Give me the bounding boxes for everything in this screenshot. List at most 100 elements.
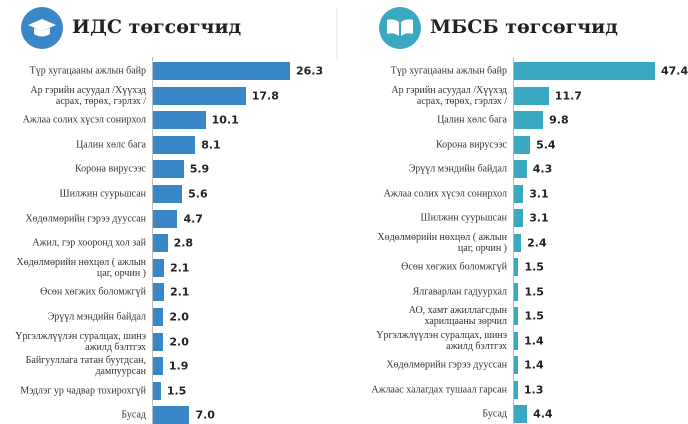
- y-tick-label: Ажил, гэр хооронд хол зай: [32, 237, 146, 249]
- value-label: 7.0: [195, 408, 215, 422]
- bar: [514, 86, 549, 105]
- y-tick-label: Өсөн хөгжих боломжгүй: [401, 261, 507, 273]
- value-label: 1.5: [524, 285, 544, 298]
- cap-icon: [34, 28, 50, 37]
- y-tick-label: Мэдлэг ур чадвар тохирохгүй: [20, 385, 146, 397]
- y-tick-label: Хөдөлмөрийн гэрээ дуусcан: [386, 359, 507, 371]
- y-tick-label: Цалин хөлс бага: [76, 139, 146, 151]
- bar: [153, 258, 164, 277]
- bar: [514, 233, 522, 252]
- bar: [153, 86, 246, 105]
- bar: [514, 258, 519, 276]
- y-tick-label: Ажлаа солих хүсэл сонирхол: [22, 114, 146, 126]
- value-label: 1.9: [168, 359, 189, 373]
- y-tick-label: Ажлаас халагдах тушаал гарсан: [371, 384, 507, 395]
- value-label: 8.1: [201, 138, 221, 152]
- bar: [514, 380, 518, 399]
- value-label: 2.1: [169, 285, 190, 299]
- axis: [152, 57, 153, 424]
- bar: [153, 111, 206, 130]
- value-label: 4.4: [533, 407, 553, 421]
- chart-title: МБСБ төгсөгчид: [430, 16, 618, 38]
- icons: [21, 7, 421, 60]
- value-label: 3.1: [529, 187, 549, 200]
- y-tick-label: Хөдөлмөрийн нөхцөл ( ажлын цаг, орчин ): [16, 256, 146, 279]
- y-tick-label: Түр хугацааны ажлын байр: [29, 65, 146, 77]
- value-label: 5.6: [188, 187, 208, 201]
- bar: [514, 135, 531, 154]
- value-label: 5.9: [189, 162, 210, 176]
- bar: [514, 356, 519, 374]
- bar: [153, 234, 168, 253]
- chart-title: ИДС төгсөгчид: [72, 16, 242, 38]
- y-tick-label: Ялгаварлан гадуурхал: [412, 286, 507, 297]
- y-tick-label: Түр хугацааны ажлын байр: [390, 65, 507, 77]
- bar: [514, 209, 524, 227]
- cap-icon: [28, 19, 56, 31]
- y-tick-label: Цалин хөлс бага: [437, 114, 507, 126]
- value-label: 11.7: [554, 89, 582, 102]
- axis: [513, 57, 514, 424]
- bar: [153, 62, 290, 80]
- bar: [153, 332, 164, 351]
- y-tick-label: Ар гэрийн асуудал /Хүүхэд асрах, төрөх, …: [30, 84, 146, 107]
- value-label: 2.0: [169, 335, 189, 349]
- y-tick-label: Бусад: [482, 408, 507, 420]
- y-tick-label: Эрүүл мэндийн байдал: [408, 163, 507, 175]
- y-tick-label: Хөдөлмөрийн гэрээ дуусcан: [25, 213, 146, 225]
- bar: [153, 185, 183, 203]
- bar: [153, 406, 190, 424]
- bar: [514, 405, 528, 423]
- value-label: 47.4: [661, 64, 688, 78]
- y-tick-label: АО, хамт ажиллагсдын харилцааны зөрчил: [408, 305, 507, 327]
- y-tick-label: Ажлаа солих хүсэл сонирхол: [383, 188, 507, 199]
- value-label: 5.4: [536, 138, 556, 151]
- y-tick-label: Хөдөлмөрийн нөхцөл ( ажлын цаг, орчин ): [377, 231, 507, 254]
- value-label: 2.4: [527, 236, 547, 249]
- y-tick-label: Үргэлжлүүлэн суралцах, шинэ ажилд бэлтгэ…: [376, 329, 507, 352]
- value-label: 10.1: [211, 113, 239, 127]
- bar: [514, 184, 524, 203]
- value-label: 2.8: [173, 236, 194, 250]
- value-label: 2.1: [169, 261, 190, 275]
- y-tick-label: Үргэлжлүүлэн суралцах, шинэ ажилд бэлтгэ…: [15, 330, 146, 353]
- bar: [514, 331, 519, 350]
- value-label: 17.8: [251, 89, 279, 103]
- y-tick-label: Байгууллага татан буугдсан, дампуурсан: [25, 355, 146, 378]
- value-label: 1.5: [524, 309, 544, 323]
- bar: [514, 160, 527, 178]
- y-tick-label: Шилжин суурьшсан: [420, 212, 507, 224]
- value-label: 3.1: [529, 211, 549, 225]
- y-tick-label: Ар гэрийн асуудал /Хүүхэд асрах, төрөх, …: [391, 84, 507, 107]
- value-label: 9.8: [549, 113, 569, 127]
- y-tick-label: Өсөн хөгжих боломжгүй: [40, 286, 146, 298]
- value-label: 1.3: [523, 383, 544, 396]
- bar: [514, 111, 544, 129]
- bar: [153, 209, 178, 228]
- bar: [514, 282, 519, 301]
- bar: [153, 160, 184, 179]
- bar: [153, 381, 161, 400]
- value-label: 2.0: [169, 310, 189, 324]
- y-tick-label: Шилжин суурьшсан: [59, 188, 146, 200]
- value-label: 1.4: [524, 334, 544, 347]
- value-label: 1.4: [524, 358, 544, 372]
- y-tick-label: Корона вирусээс: [75, 163, 146, 175]
- value-label: 1.5: [524, 260, 544, 274]
- bar: [514, 307, 519, 325]
- bar: [153, 357, 163, 376]
- y-tick-label: Эрүүл мэндийн байдал: [47, 311, 146, 323]
- y-tick-label: Бусад: [121, 409, 146, 421]
- value-label: 1.5: [166, 384, 187, 398]
- value-label: 26.3: [296, 64, 324, 78]
- book-icon: [387, 19, 413, 36]
- bar: [514, 62, 655, 80]
- value-label: 4.3: [532, 162, 553, 176]
- icon-bg: [379, 7, 421, 49]
- bar: [153, 308, 164, 326]
- bar: [153, 135, 196, 154]
- value-label: 4.7: [183, 212, 203, 226]
- bar: [153, 283, 164, 302]
- y-tick-label: Корона вирусээс: [436, 139, 507, 150]
